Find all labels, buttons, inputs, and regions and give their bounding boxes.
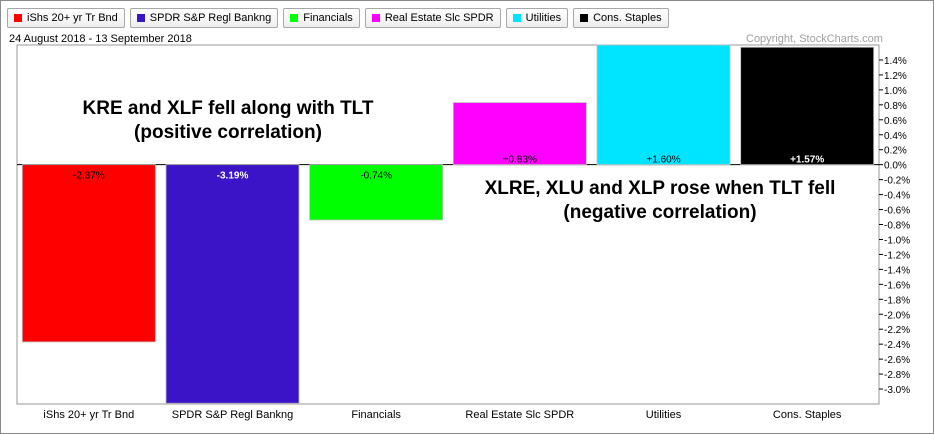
bar-value-label-2: -0.74%	[360, 171, 392, 182]
bar-0	[21, 164, 156, 343]
legend-label: Real Estate Slc SPDR	[384, 12, 494, 24]
annotation-negative-correlation: XLRE, XLU and XLP rose when TLT fell (ne…	[464, 177, 856, 225]
x-tick-label-5: Cons. Staples	[773, 409, 842, 421]
legend-label: SPDR S&P Regl Bankng	[149, 12, 272, 24]
legend-label: Financials	[303, 12, 353, 24]
y-tick-label-12: -1.0%	[884, 235, 910, 246]
legend-swatch	[371, 14, 380, 22]
legend-item-5[interactable]: Cons. Staples	[573, 8, 669, 28]
legend: iShs 20+ yr Tr Bnd SPDR S&P Regl Bankng Fi…	[7, 8, 669, 28]
y-tick-label-6: 0.2%	[884, 146, 907, 157]
legend-swatch	[136, 14, 145, 22]
bar-5	[740, 46, 875, 166]
y-tick-label-2: 1.0%	[884, 86, 907, 97]
bar-value-label-5: +1.57%	[790, 155, 824, 166]
y-tick-label-5: 0.4%	[884, 131, 907, 142]
y-tick-label-9: -0.4%	[884, 191, 910, 202]
date-range: 24 August 2018 - 13 September 2018	[9, 33, 192, 45]
bar-value-label-0: -2.37%	[73, 171, 105, 182]
legend-swatch	[580, 14, 589, 22]
annotation-positive-correlation: KRE and XLF fell along with TLT (positiv…	[65, 97, 391, 145]
y-tick-label-7: 0.0%	[884, 161, 907, 172]
y-tick-label-13: -1.2%	[884, 250, 910, 261]
y-tick-label-17: -2.0%	[884, 310, 910, 321]
y-tick-label-20: -2.6%	[884, 355, 910, 366]
x-tick-label-1: SPDR S&P Regl Bankng	[172, 409, 293, 421]
y-tick-label-3: 0.8%	[884, 101, 907, 112]
annotation-negative-line2: (negative correlation)	[563, 202, 757, 223]
y-tick-label-15: -1.6%	[884, 280, 910, 291]
legend-swatch	[512, 14, 521, 22]
legend-item-4[interactable]: Utilities	[505, 8, 569, 28]
legend-item-3[interactable]: Real Estate Slc SPDR	[364, 8, 501, 28]
annotation-negative-line1: XLRE, XLU and XLP rose when TLT fell	[484, 178, 836, 199]
y-tick-label-22: -3.0%	[884, 385, 910, 396]
legend-item-2[interactable]: Financials	[283, 8, 360, 28]
bar-value-label-1: -3.19%	[217, 171, 249, 182]
y-tick-label-1: 1.2%	[884, 71, 907, 82]
bar-1	[165, 164, 300, 404]
x-tick-label-2: Financials	[351, 409, 401, 421]
y-tick-label-21: -2.8%	[884, 370, 910, 381]
legend-swatch	[290, 14, 299, 22]
copyright-notice: Copyright, StockCharts.com	[746, 33, 883, 45]
y-tick-label-10: -0.6%	[884, 206, 910, 217]
y-tick-label-11: -0.8%	[884, 221, 910, 232]
annotation-positive-line2: (positive correlation)	[134, 122, 322, 143]
bar-value-label-4: +1.60%	[646, 155, 680, 166]
y-tick-label-19: -2.4%	[884, 340, 910, 351]
bar-value-label-3: +0.83%	[503, 155, 537, 166]
y-tick-label-4: 0.6%	[884, 116, 907, 127]
bar-2	[309, 164, 444, 221]
bar-4	[596, 44, 731, 166]
x-tick-label-0: iShs 20+ yr Tr Bnd	[43, 409, 134, 421]
legend-item-0[interactable]: iShs 20+ yr Tr Bnd	[7, 8, 125, 28]
plot-area-border	[16, 44, 880, 405]
y-tick-label-8: -0.2%	[884, 176, 910, 187]
legend-swatch	[14, 14, 22, 22]
legend-item-1[interactable]: SPDR S&P Regl Bankng	[129, 8, 279, 28]
x-tick-label-3: Real Estate Slc SPDR	[465, 409, 574, 421]
legend-label: Utilities	[525, 12, 562, 24]
y-tick-label-14: -1.4%	[884, 265, 910, 276]
x-tick-label-4: Utilities	[646, 409, 682, 421]
bar-3	[452, 102, 587, 166]
y-tick-label-16: -1.8%	[884, 295, 910, 306]
y-tick-label-18: -2.2%	[884, 325, 910, 336]
legend-label: iShs 20+ yr Tr Bnd	[27, 12, 118, 24]
y-tick-label-0: 1.4%	[884, 56, 907, 67]
legend-label: Cons. Staples	[593, 12, 662, 24]
annotation-positive-line1: KRE and XLF fell along with TLT	[82, 98, 374, 119]
